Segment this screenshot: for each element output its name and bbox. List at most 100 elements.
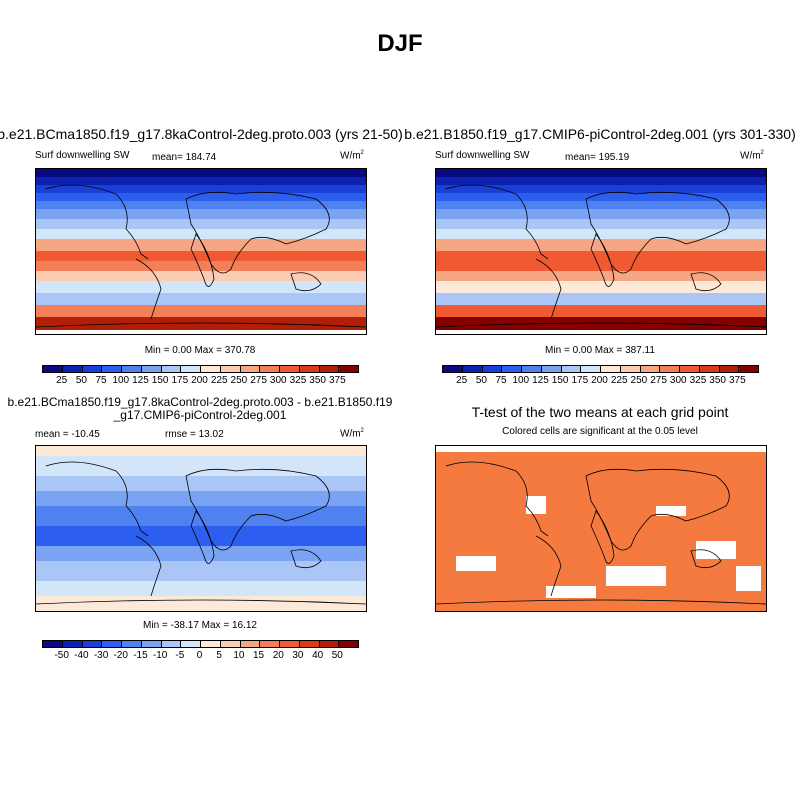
colorbar-tick-label: 40: [312, 650, 324, 661]
coastlines: [36, 184, 366, 328]
map-band: [436, 293, 766, 305]
map-band: [36, 456, 366, 476]
coastlines: [436, 184, 766, 328]
map-band: [36, 185, 366, 193]
colorbar-swatch: [699, 366, 720, 372]
units-text: W/m: [340, 428, 361, 440]
map-band: [436, 261, 766, 271]
map-field: [36, 169, 366, 330]
colorbar-swatch: [541, 366, 562, 372]
map-band: [36, 201, 366, 209]
colorbar-tick-label: 350: [309, 375, 326, 386]
panel3-rmse: rmse = 13.02: [165, 429, 224, 440]
colorbar-tick-label: -20: [113, 650, 128, 661]
colorbar-tick-label: 300: [269, 375, 287, 386]
colorbar-tick-label: 100: [512, 375, 530, 386]
non-significant-area: [696, 541, 736, 559]
colorbar-swatch: [739, 366, 758, 372]
units-sup: 2: [760, 150, 764, 156]
colorbar-swatch: [141, 366, 162, 372]
map-band: [436, 229, 766, 239]
colorbar-swatch: [339, 366, 358, 372]
non-significant-area: [736, 566, 761, 591]
colorbar-tick-label: 50: [331, 650, 343, 661]
colorbar-swatch: [680, 366, 700, 372]
map-band: [436, 281, 766, 293]
colorbar-swatch: [482, 366, 503, 372]
colorbar-tick-label: 200: [191, 375, 208, 386]
panel4-title: T-test of the two means at each grid poi…: [471, 404, 729, 420]
map-band: [436, 251, 766, 261]
colorbar-tick-label: 375: [728, 375, 746, 386]
colorbar-tick-label: 75: [95, 375, 107, 386]
colorbar-tick-label: 275: [650, 375, 667, 386]
colorbar-swatch: [122, 641, 142, 647]
non-significant-area: [456, 556, 496, 571]
map-band: [436, 305, 766, 317]
colorbar-tick-label: 125: [132, 375, 149, 386]
colorbar-swatch: [640, 366, 661, 372]
colorbar-tick-label: 225: [610, 375, 628, 386]
panel3-mean: mean = -10.45: [35, 429, 100, 440]
figure-title: DJF: [377, 30, 423, 57]
units-text: W/m: [740, 150, 761, 162]
colorbar-swatch: [161, 641, 182, 647]
colorbar-swatch: [181, 641, 201, 647]
colorbar-tick-label: 50: [475, 375, 487, 386]
map-band: [36, 305, 366, 317]
non-significant-area: [606, 566, 666, 586]
map-band: [436, 209, 766, 219]
panel4-subtitle: Colored cells are significant at the 0.0…: [502, 426, 698, 437]
colorbar-swatch: [319, 366, 340, 372]
colorbar-tick-label: -40: [74, 650, 89, 661]
colorbar-swatch: [181, 366, 201, 372]
colorbar-swatch: [620, 366, 641, 372]
colorbar-tick-label: 25: [456, 375, 468, 386]
map-band: [36, 491, 366, 506]
colorbar-tick-label: 250: [230, 375, 248, 386]
colorbar-swatch: [240, 641, 261, 647]
colorbar-swatch: [339, 641, 358, 647]
panel2-colorbar: [442, 365, 759, 373]
map-band: [36, 526, 366, 546]
map-band: [436, 193, 766, 201]
colorbar-swatch: [220, 366, 241, 372]
panel3-colorbar: [42, 640, 359, 648]
map-band: [436, 169, 766, 177]
significant-area: [436, 446, 766, 611]
colorbar-tick-label: 150: [551, 375, 569, 386]
map-band: [36, 476, 366, 491]
colorbar-swatch: [299, 641, 320, 647]
panel1-minmax: Min = 0.00 Max = 370.78: [144, 345, 256, 356]
panel1-mean: mean= 184.74: [152, 152, 217, 163]
colorbar-swatch: [660, 366, 680, 372]
colorbar-swatch: [82, 641, 103, 647]
units-sup: 2: [360, 428, 364, 434]
colorbar-swatch: [462, 366, 483, 372]
colorbar-swatch: [299, 366, 320, 372]
colorbar-tick-label: 150: [151, 375, 169, 386]
non-significant-area: [656, 506, 686, 516]
map-band: [436, 201, 766, 209]
map-band: [36, 219, 366, 229]
panel1-title: b.e21.BCma1850.f19_g17.8kaControl-2deg.p…: [0, 126, 403, 142]
colorbar-tick-label: 100: [112, 375, 130, 386]
panel1-map: [35, 168, 367, 335]
colorbar-swatch: [260, 641, 280, 647]
colorbar-swatch: [62, 366, 83, 372]
panel2-units: W/m2: [740, 150, 764, 161]
map-band: [36, 596, 366, 611]
colorbar-tick-label: 275: [250, 375, 267, 386]
colorbar-tick-label: 30: [292, 650, 304, 661]
colorbar-tick-label: -10: [152, 650, 168, 661]
map-band: [36, 209, 366, 219]
units-text: W/m: [340, 150, 361, 162]
map-band: [436, 239, 766, 251]
colorbar-tick-label: 250: [630, 375, 648, 386]
panel1-units: W/m2: [340, 150, 364, 161]
colorbar-tick-label: 75: [495, 375, 507, 386]
map-field: [436, 169, 766, 330]
colorbar-tick-label: -5: [175, 650, 185, 661]
map-band: [36, 281, 366, 293]
colorbar-tick-label: -30: [93, 650, 109, 661]
